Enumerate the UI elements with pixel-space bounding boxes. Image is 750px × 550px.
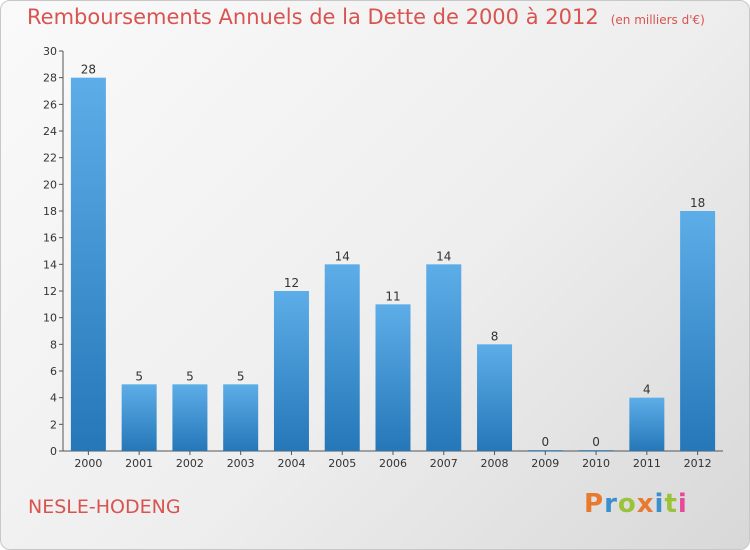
y-tick-label: 30 (43, 45, 57, 58)
y-tick-label: 0 (50, 445, 57, 458)
x-tick-label: 2005 (328, 457, 356, 470)
y-tick-label: 24 (43, 125, 57, 138)
data-label: 5 (186, 369, 194, 383)
y-tick-label: 6 (50, 365, 57, 378)
y-tick-label: 2 (50, 418, 57, 431)
logo-letter: P (584, 489, 605, 519)
data-label: 4 (643, 383, 651, 397)
bar (273, 291, 309, 451)
data-label: 11 (385, 289, 400, 303)
logo-letter: t (664, 489, 678, 519)
y-tick-label: 28 (43, 72, 57, 85)
y-tick-label: 18 (43, 205, 57, 218)
data-label: 12 (284, 276, 299, 290)
y-tick-label: 22 (43, 152, 57, 165)
y-tick-label: 20 (43, 178, 57, 191)
x-tick-label: 2002 (176, 457, 204, 470)
proxiti-logo: Proxiti (584, 489, 688, 519)
x-tick-label: 2011 (633, 457, 661, 470)
y-tick-label: 4 (50, 392, 57, 405)
data-label: 28 (81, 63, 96, 77)
data-label: 5 (135, 369, 143, 383)
bar (324, 264, 360, 451)
data-label: 8 (491, 329, 499, 343)
y-tick-label: 26 (43, 98, 57, 111)
bar (121, 384, 157, 451)
x-tick-label: 2003 (227, 457, 255, 470)
x-tick-label: 2012 (684, 457, 712, 470)
place-name: NESLE-HODENG (28, 496, 181, 518)
data-label: 14 (436, 249, 451, 263)
data-label: 0 (592, 435, 600, 449)
x-tick-label: 2004 (277, 457, 305, 470)
y-tick-label: 16 (43, 232, 57, 245)
data-label: 5 (237, 369, 245, 383)
logo-letter: i (677, 489, 688, 519)
bar (629, 397, 665, 451)
bars-group: 28 5 5 5 12 14 11 14 8 0 0 4 18 (70, 63, 716, 452)
x-tick-label: 2001 (125, 457, 153, 470)
bar (223, 384, 259, 451)
bar (477, 344, 513, 451)
chart-title-block: Remboursements Annuels de la Dette de 20… (27, 5, 705, 29)
logo-letter: i (654, 489, 665, 519)
logo-letter: x (636, 489, 655, 519)
bar (375, 304, 411, 451)
y-tick-label: 12 (43, 285, 57, 298)
data-label: 0 (541, 435, 549, 449)
x-tick-label: 2008 (481, 457, 509, 470)
bar (527, 450, 563, 451)
chart-title: Remboursements Annuels de la Dette de 20… (27, 5, 599, 29)
data-label: 14 (335, 249, 350, 263)
logo-letter: o (617, 489, 637, 519)
x-tick-label: 2010 (582, 457, 610, 470)
bar (172, 384, 208, 451)
y-tick-label: 8 (50, 338, 57, 351)
x-tick-label: 2009 (531, 457, 559, 470)
x-tick-label: 2000 (74, 457, 102, 470)
unit-note: (en milliers d'€) (610, 13, 705, 27)
x-tick-label: 2006 (379, 457, 407, 470)
bar (426, 264, 462, 451)
x-tick-label: 2007 (430, 457, 458, 470)
y-tick-label: 14 (43, 258, 57, 271)
y-tick-label: 10 (43, 312, 57, 325)
bar (578, 450, 614, 451)
logo-letter: r (604, 489, 618, 519)
data-label: 18 (690, 196, 705, 210)
bar (70, 77, 106, 452)
bar (680, 211, 716, 451)
